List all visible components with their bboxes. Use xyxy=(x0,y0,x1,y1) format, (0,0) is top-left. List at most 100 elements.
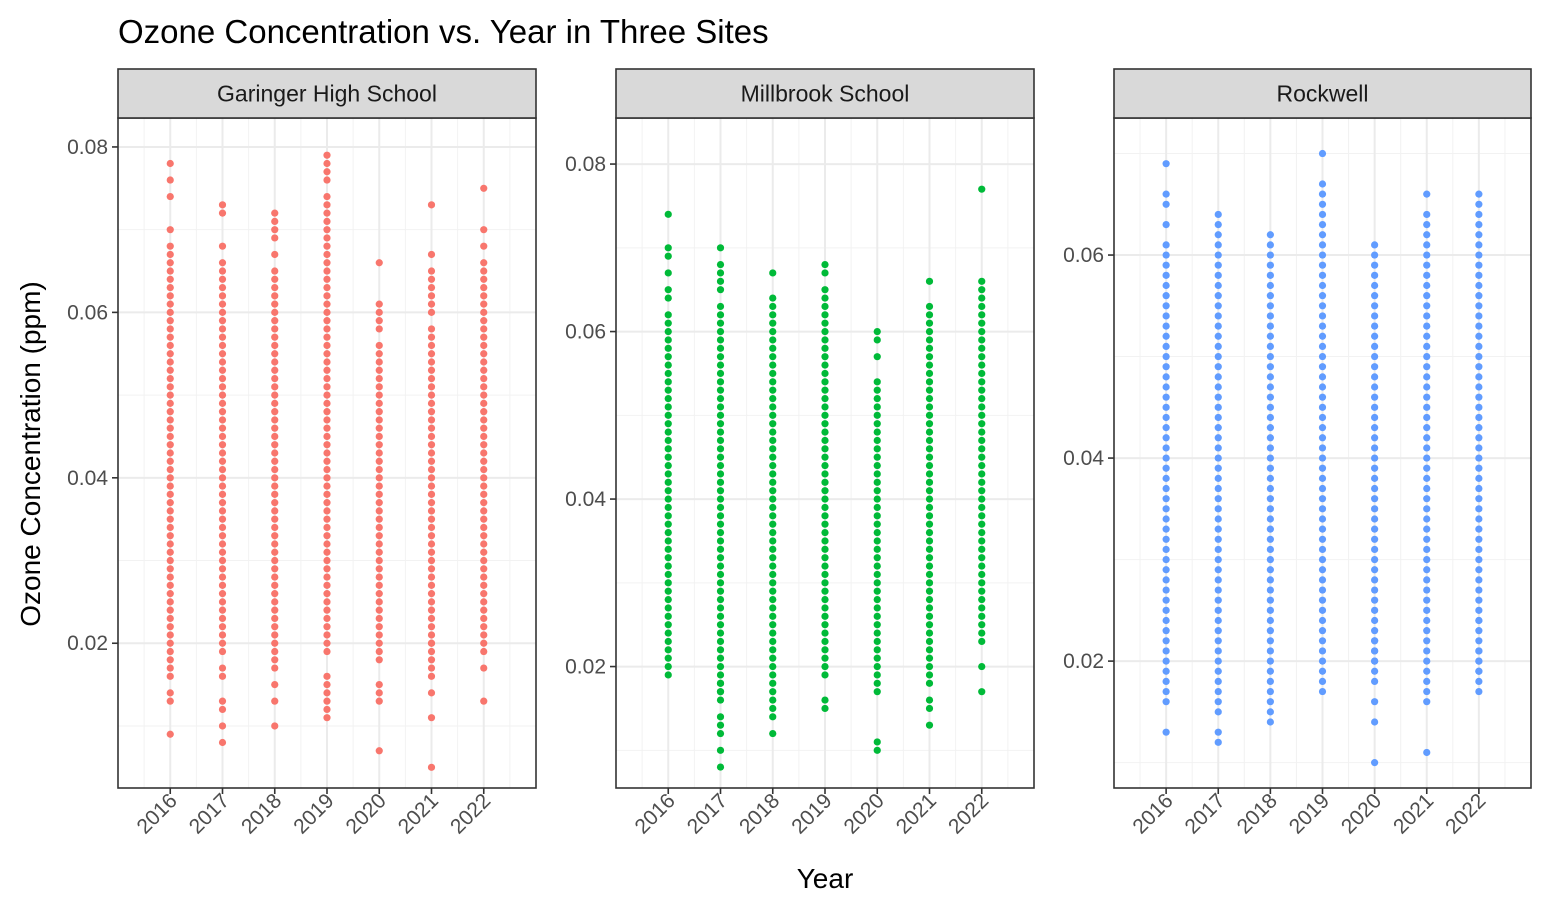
data-point xyxy=(427,449,436,457)
data-point xyxy=(323,490,331,498)
data-point xyxy=(1371,312,1379,320)
data-point xyxy=(978,403,986,411)
data-point xyxy=(925,436,934,445)
data-point xyxy=(1162,160,1170,168)
data-point xyxy=(821,595,829,604)
data-point xyxy=(1266,505,1274,513)
data-point xyxy=(218,201,227,209)
data-point xyxy=(375,515,383,523)
data-point xyxy=(1162,363,1170,371)
data-point xyxy=(323,507,331,515)
data-point xyxy=(1266,708,1274,716)
data-point xyxy=(375,424,383,432)
data-point xyxy=(271,499,279,507)
data-point xyxy=(925,302,934,311)
data-point xyxy=(925,671,934,679)
data-point xyxy=(166,192,174,201)
data-point xyxy=(925,369,934,378)
data-point xyxy=(821,428,829,436)
data-point xyxy=(664,294,672,302)
data-point xyxy=(1266,637,1274,645)
data-point xyxy=(218,722,227,730)
data-point xyxy=(1214,322,1222,330)
data-point xyxy=(1318,352,1327,361)
data-point xyxy=(480,366,488,374)
data-point xyxy=(271,507,279,515)
data-point xyxy=(375,325,383,333)
data-point xyxy=(1162,606,1170,614)
data-point xyxy=(1318,525,1327,533)
data-point xyxy=(166,283,174,292)
data-point xyxy=(769,696,777,704)
data-point xyxy=(271,606,279,614)
data-point xyxy=(1475,616,1483,625)
data-point xyxy=(821,353,829,361)
data-point xyxy=(716,595,725,604)
data-point xyxy=(1371,393,1379,401)
data-point xyxy=(1162,383,1170,391)
data-point xyxy=(1214,596,1222,604)
data-point xyxy=(218,738,227,747)
data-point xyxy=(323,168,331,176)
data-point xyxy=(166,399,174,407)
data-point xyxy=(480,523,488,532)
data-point xyxy=(873,537,881,545)
data-point xyxy=(218,275,227,283)
data-point xyxy=(480,614,488,623)
data-point xyxy=(664,378,672,386)
data-point xyxy=(821,487,829,495)
data-point xyxy=(1423,241,1431,249)
data-point xyxy=(1475,596,1483,604)
data-point xyxy=(1162,637,1170,645)
data-point xyxy=(375,507,383,515)
data-point xyxy=(1475,424,1483,432)
data-point xyxy=(664,646,672,654)
data-point xyxy=(1371,525,1379,533)
data-point xyxy=(925,453,934,461)
data-point xyxy=(1266,352,1274,361)
data-point xyxy=(1162,576,1170,584)
data-point xyxy=(1266,515,1274,523)
data-point xyxy=(271,664,279,672)
data-point xyxy=(480,548,488,556)
data-point xyxy=(480,697,488,705)
data-point xyxy=(166,341,174,350)
data-point xyxy=(271,697,279,705)
data-point xyxy=(1266,667,1274,675)
data-point xyxy=(323,606,331,614)
data-point xyxy=(1162,434,1170,442)
data-point xyxy=(1318,616,1327,625)
x-tick-label: 2017 xyxy=(185,789,234,838)
data-point xyxy=(1423,616,1431,625)
data-point xyxy=(1318,545,1327,554)
data-point xyxy=(925,461,934,470)
data-point xyxy=(1423,383,1431,391)
data-point xyxy=(1214,464,1222,472)
data-point xyxy=(218,590,227,598)
data-point xyxy=(716,688,725,696)
data-point xyxy=(1318,647,1327,655)
data-point xyxy=(1475,637,1483,645)
data-point xyxy=(978,478,986,486)
data-point xyxy=(873,461,881,470)
data-point xyxy=(218,300,227,308)
data-point xyxy=(873,654,881,662)
data-point xyxy=(1266,292,1274,300)
x-tick-label: 2018 xyxy=(237,789,286,838)
data-point xyxy=(1214,444,1222,452)
data-point xyxy=(925,428,934,436)
data-point xyxy=(218,532,227,540)
data-point xyxy=(375,581,383,589)
data-point xyxy=(480,623,488,631)
data-point xyxy=(716,386,725,394)
data-point xyxy=(769,662,777,671)
data-point xyxy=(323,499,331,507)
data-point xyxy=(323,689,331,697)
data-point xyxy=(323,176,331,184)
data-point xyxy=(427,763,436,771)
data-point xyxy=(480,499,488,507)
data-point xyxy=(271,474,279,482)
data-point xyxy=(1266,647,1274,655)
data-point xyxy=(716,478,725,486)
data-point xyxy=(821,311,829,319)
